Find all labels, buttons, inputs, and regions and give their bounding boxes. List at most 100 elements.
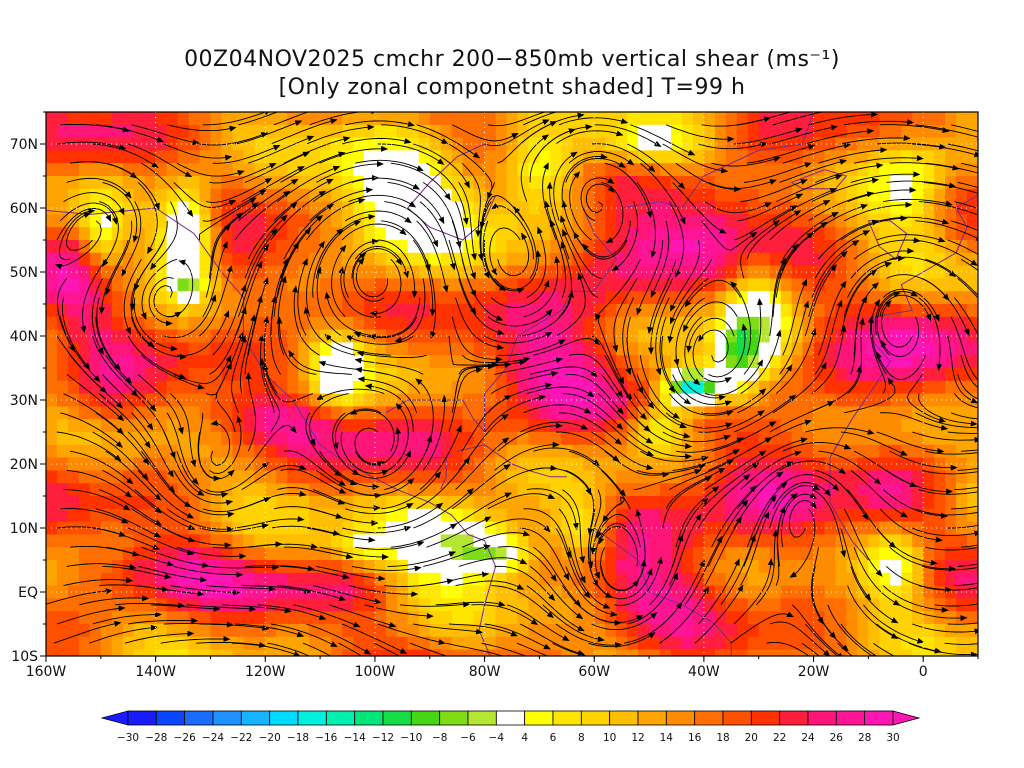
shear-cell xyxy=(46,624,58,638)
shear-cell xyxy=(451,316,464,331)
shear-cell xyxy=(736,444,749,459)
shear-cell xyxy=(517,124,530,139)
shear-cell xyxy=(572,252,584,267)
shear-cell xyxy=(276,112,288,126)
shear-cell xyxy=(956,150,968,164)
streamline xyxy=(102,181,139,243)
shear-cell xyxy=(89,278,102,292)
shear-cell xyxy=(517,585,530,599)
streamline xyxy=(66,212,93,251)
shear-cell xyxy=(199,355,212,369)
streamline xyxy=(131,124,200,146)
shear-cell xyxy=(791,329,804,343)
shear-cell xyxy=(572,547,584,561)
streamline xyxy=(558,241,572,318)
shear-cell xyxy=(813,137,826,151)
shear-cell xyxy=(605,636,617,651)
streamline xyxy=(587,508,599,588)
shear-cell xyxy=(550,560,562,574)
shear-cell xyxy=(670,624,683,638)
streamline xyxy=(879,216,950,225)
shear-cell xyxy=(824,572,837,587)
shear-cell xyxy=(692,112,705,126)
shear-cell xyxy=(199,176,212,190)
colorbar-label: 6 xyxy=(550,732,557,744)
streamline xyxy=(850,171,921,183)
shear-cell xyxy=(429,508,442,523)
shear-cell xyxy=(616,534,628,548)
streamline xyxy=(707,499,749,567)
shear-cell xyxy=(407,329,420,343)
shear-cell xyxy=(243,483,255,497)
shear-cell xyxy=(473,214,486,228)
shear-cell xyxy=(627,419,639,433)
streamline xyxy=(853,237,921,260)
shear-cell xyxy=(429,316,442,331)
shear-cell xyxy=(923,214,935,228)
shear-cell xyxy=(747,598,760,612)
shear-cell xyxy=(396,252,409,267)
shear-cell xyxy=(736,240,749,254)
streamline xyxy=(280,214,324,279)
shear-cell xyxy=(912,444,924,459)
shear-cell xyxy=(451,137,464,151)
shear-cell xyxy=(528,547,541,561)
shear-cell xyxy=(583,598,595,612)
shear-cell xyxy=(747,188,760,203)
streamline xyxy=(519,623,585,656)
shear-cell xyxy=(572,214,584,228)
streamline xyxy=(247,202,298,260)
shear-cell xyxy=(166,534,179,548)
shear-cell xyxy=(616,188,628,203)
shear-cell xyxy=(210,355,223,369)
streamline xyxy=(882,489,949,519)
shear-cell xyxy=(824,547,837,561)
shear-cell xyxy=(956,380,968,395)
shear-cell xyxy=(353,611,365,625)
shear-cell xyxy=(528,304,541,318)
streamline xyxy=(733,127,803,145)
shear-cell xyxy=(670,483,683,497)
shear-cell xyxy=(276,432,288,446)
shear-cell xyxy=(353,457,365,471)
shear-cell xyxy=(298,419,310,433)
shear-cell xyxy=(725,316,738,331)
streamline xyxy=(316,470,382,499)
colorbar-swatch xyxy=(722,710,752,726)
shear-cell xyxy=(528,432,541,446)
shear-cell xyxy=(451,457,464,471)
streamline xyxy=(160,635,231,644)
shear-cell xyxy=(846,598,858,612)
shear-cell xyxy=(583,508,595,523)
shear-cell xyxy=(714,598,727,612)
shear-cell xyxy=(298,585,310,599)
shear-cell xyxy=(517,496,530,510)
shear-cell xyxy=(232,112,244,126)
shear-cell xyxy=(550,355,562,369)
shear-cell xyxy=(967,419,978,433)
shear-cell xyxy=(561,278,573,292)
shear-cell xyxy=(594,508,606,523)
shear-cell xyxy=(407,355,420,369)
shear-cell xyxy=(769,291,782,305)
shear-cell xyxy=(374,496,387,510)
shear-cell xyxy=(418,419,431,433)
colorbar-label: −10 xyxy=(400,732,422,744)
shear-cell xyxy=(56,649,69,656)
shear-cell xyxy=(649,112,661,126)
shear-cell xyxy=(539,496,551,510)
shear-cell xyxy=(133,329,146,343)
shear-cell xyxy=(298,470,310,484)
shear-cell xyxy=(506,329,519,343)
streamline xyxy=(419,571,490,587)
streamline xyxy=(622,297,635,376)
shear-cell xyxy=(967,316,978,331)
shear-cell xyxy=(967,585,978,599)
shear-cell xyxy=(857,355,869,369)
shear-cell xyxy=(517,176,530,190)
shear-cell xyxy=(528,521,541,535)
shear-cell xyxy=(199,585,212,599)
shear-cell xyxy=(46,470,58,484)
streamline xyxy=(497,339,566,356)
streamline xyxy=(341,223,407,241)
